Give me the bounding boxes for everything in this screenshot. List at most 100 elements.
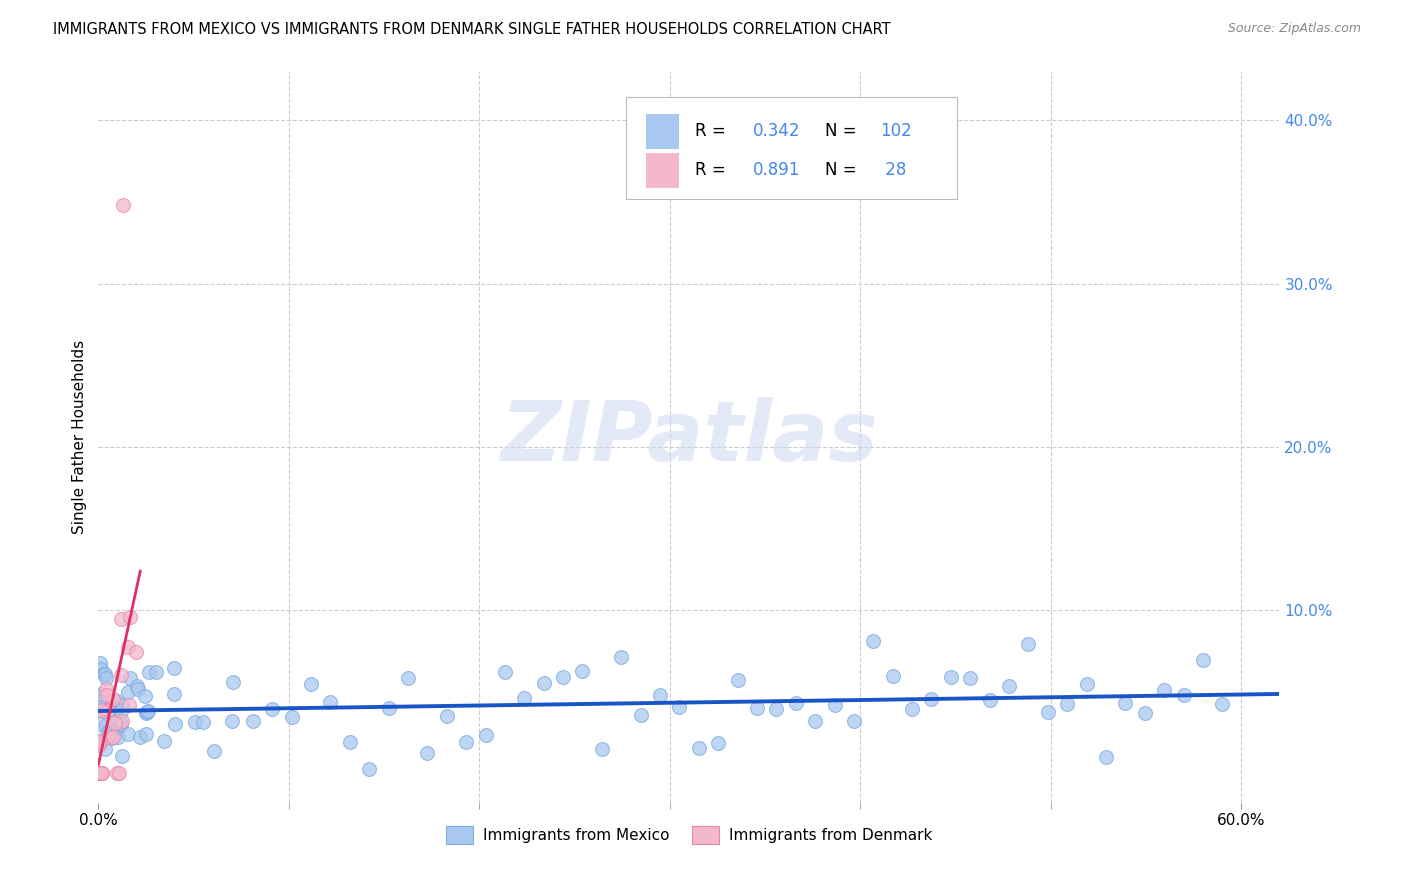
Point	[110, 668, 132, 682]
Point	[90, 690, 112, 704]
Point	[135, 727, 157, 741]
Point	[105, 766, 128, 780]
Point	[359, 762, 381, 776]
Point	[110, 704, 132, 718]
Point	[110, 612, 132, 626]
Point	[1211, 697, 1233, 711]
Point	[97, 702, 120, 716]
Point	[707, 736, 730, 750]
Point	[153, 734, 176, 748]
Point	[191, 715, 214, 730]
FancyBboxPatch shape	[647, 153, 679, 187]
Point	[96, 689, 118, 703]
Point	[120, 671, 142, 685]
Point	[202, 744, 225, 758]
Point	[610, 649, 633, 664]
Point	[89, 734, 111, 748]
Point	[745, 700, 768, 714]
Point	[416, 746, 439, 760]
Text: N =: N =	[825, 161, 862, 179]
Legend: Immigrants from Mexico, Immigrants from Denmark: Immigrants from Mexico, Immigrants from …	[440, 820, 938, 850]
Point	[145, 665, 167, 679]
Point	[1017, 637, 1039, 651]
Point	[513, 690, 536, 705]
Point	[339, 735, 361, 749]
Point	[163, 687, 186, 701]
Text: Source: ZipAtlas.com: Source: ZipAtlas.com	[1227, 22, 1361, 36]
Point	[222, 675, 245, 690]
Point	[94, 671, 117, 685]
Point	[110, 717, 132, 731]
Point	[262, 702, 284, 716]
Point	[87, 766, 110, 780]
Point	[921, 692, 943, 706]
Point	[90, 687, 112, 701]
FancyBboxPatch shape	[647, 114, 679, 149]
Point	[117, 640, 139, 654]
Point	[183, 714, 205, 729]
Point	[765, 701, 787, 715]
Point	[97, 723, 120, 738]
Point	[94, 741, 117, 756]
Point	[1153, 683, 1175, 698]
Point	[117, 727, 139, 741]
Point	[107, 721, 129, 735]
Point	[494, 665, 516, 679]
Point	[959, 671, 981, 685]
Point	[135, 705, 157, 719]
Text: R =: R =	[695, 161, 731, 179]
Point	[862, 633, 884, 648]
Point	[135, 706, 157, 721]
Point	[1114, 696, 1136, 710]
Point	[87, 766, 110, 780]
Text: N =: N =	[825, 122, 862, 140]
Point	[785, 696, 807, 710]
Text: IMMIGRANTS FROM MEXICO VS IMMIGRANTS FROM DENMARK SINGLE FATHER HOUSEHOLDS CORRE: IMMIGRANTS FROM MEXICO VS IMMIGRANTS FRO…	[53, 22, 891, 37]
Point	[112, 198, 135, 212]
Point	[90, 703, 112, 717]
Point	[998, 679, 1021, 693]
Point	[280, 710, 302, 724]
Point	[136, 704, 159, 718]
Y-axis label: Single Father Households: Single Father Households	[72, 340, 87, 534]
Point	[882, 668, 904, 682]
Point	[101, 731, 124, 745]
Text: ZIPatlas: ZIPatlas	[501, 397, 877, 477]
Point	[138, 665, 160, 679]
Point	[104, 716, 127, 731]
Point	[163, 661, 186, 675]
Point	[436, 709, 458, 723]
Point	[377, 701, 399, 715]
Point	[1036, 705, 1059, 719]
Point	[117, 685, 139, 699]
Point	[111, 714, 134, 728]
Point	[93, 666, 115, 681]
Point	[299, 677, 322, 691]
Point	[474, 728, 496, 742]
Point	[1192, 653, 1215, 667]
Point	[120, 610, 142, 624]
Point	[94, 718, 117, 732]
Point	[165, 717, 187, 731]
Point	[108, 766, 131, 780]
Point	[129, 730, 152, 744]
Point	[842, 714, 865, 729]
Point	[89, 697, 111, 711]
Point	[1133, 706, 1156, 720]
Point	[89, 766, 111, 780]
Point	[1056, 697, 1078, 711]
Point	[108, 716, 131, 731]
Point	[103, 730, 125, 744]
Point	[89, 690, 111, 704]
Point	[105, 694, 128, 708]
Point	[979, 693, 1001, 707]
Point	[901, 702, 924, 716]
Point	[111, 749, 134, 764]
Point	[134, 689, 156, 703]
Point	[101, 705, 124, 719]
Point	[630, 707, 652, 722]
Point	[97, 703, 120, 717]
Point	[89, 738, 111, 752]
Text: 0.891: 0.891	[752, 161, 800, 179]
Point	[668, 699, 690, 714]
